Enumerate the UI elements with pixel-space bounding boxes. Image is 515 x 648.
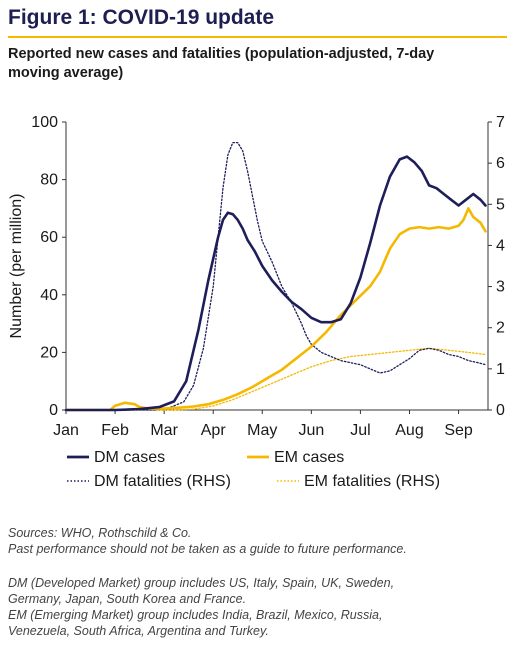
x-tick-label: Jan [53, 422, 79, 439]
x-tick-label: Sep [444, 422, 473, 439]
x-tick-label: Feb [101, 422, 129, 439]
y2-tick-label: 1 [496, 361, 505, 378]
group-definitions: DM (Developed Market) group includes US,… [8, 575, 508, 639]
y-tick-label: 60 [40, 229, 58, 246]
dm-definition-2: Germany, Japan, South Korea and France. [8, 592, 247, 606]
y2-tick-label: 0 [496, 402, 505, 419]
series-line-em-cases [64, 207, 487, 412]
title-underline [8, 36, 507, 38]
y-tick-label: 100 [31, 114, 58, 131]
y2-tick-label: 3 [496, 279, 505, 296]
sources-text: Sources: WHO, Rothschild & Co. [8, 526, 192, 540]
chart-legend: DM cases EM cases DM fatalities (RHS) EM fa… [67, 449, 440, 490]
subtitle-line-1: Reported new cases and fatalities (popul… [8, 46, 435, 62]
x-tick-label: Jul [350, 422, 370, 439]
y2-tick-label: 5 [496, 196, 505, 213]
y2-tick-label: 7 [496, 114, 505, 131]
legend-label: EM fatalities (RHS) [304, 473, 440, 490]
disclaimer-text: Past performance should not be taken as … [8, 542, 407, 556]
y-tick-label: 0 [49, 402, 58, 419]
series-line-em-fatalities-rhs [65, 347, 487, 411]
y2-tick-label: 4 [496, 237, 505, 254]
y-tick-label: 80 [40, 172, 58, 189]
y-tick-label: 40 [40, 287, 58, 304]
x-tick-label: Jun [298, 422, 324, 439]
legend-label: DM fatalities (RHS) [94, 473, 231, 490]
y2-tick-label: 6 [496, 155, 505, 172]
chart-axes: 0 20 40 60 80 100 0 1 2 3 4 5 6 7 Jan Feb Mar Apr May Jun Ju… [31, 114, 505, 439]
series-line-dm-cases [64, 155, 487, 412]
subtitle-line-2: moving average) [8, 65, 124, 81]
em-definition-1: EM (Emerging Market) group includes Indi… [8, 608, 383, 622]
x-tick-label: Aug [395, 422, 423, 439]
series-line-dm-fatalities-rhs [65, 141, 487, 411]
x-tick-label: May [247, 422, 277, 439]
sources-note: Sources: WHO, Rothschild & Co. Past perf… [8, 525, 508, 557]
em-definition-2: Venezuela, South Africa, Argentina and T… [8, 624, 269, 638]
chart-series [64, 141, 487, 412]
x-tick-label: Apr [201, 422, 227, 439]
dm-definition-1: DM (Developed Market) group includes US,… [8, 576, 395, 590]
legend-label: EM cases [274, 449, 344, 466]
chart-subtitle: Reported new cases and fatalities (popul… [8, 45, 498, 83]
y2-tick-label: 2 [496, 320, 505, 337]
legend-label: DM cases [94, 449, 165, 466]
figure-title: Figure 1: COVID-19 update [8, 6, 275, 29]
x-tick-label: Mar [150, 422, 178, 439]
y-axis-label: Number (per million) [8, 194, 25, 339]
y-tick-label: 20 [40, 344, 58, 361]
